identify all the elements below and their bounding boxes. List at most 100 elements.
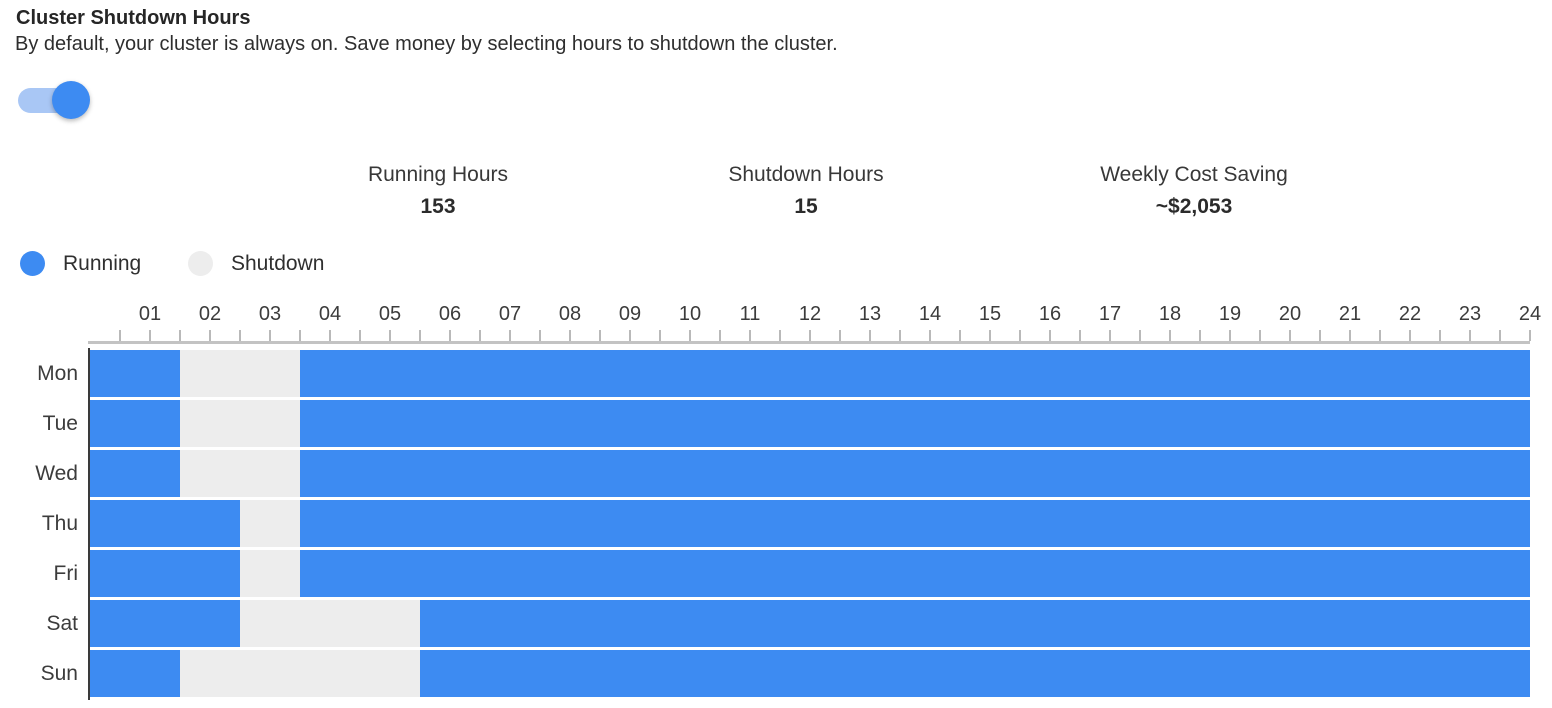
axis-tick xyxy=(299,330,301,341)
shutdown-schedule-toggle[interactable] xyxy=(18,81,90,119)
axis-tick xyxy=(539,330,541,341)
axis-tick xyxy=(1019,330,1021,341)
hour-tick-label: 03 xyxy=(258,303,282,325)
axis-tick xyxy=(1169,330,1171,341)
axis-tick xyxy=(1259,330,1261,341)
schedule-row-mon[interactable] xyxy=(90,350,1530,397)
axis-tick xyxy=(1289,330,1291,341)
axis-tick xyxy=(569,330,571,341)
axis-tick xyxy=(389,330,391,341)
axis-tick xyxy=(179,330,181,341)
axis-tick xyxy=(899,330,901,341)
axis-tick xyxy=(419,330,421,341)
axis-tick xyxy=(1049,330,1051,341)
axis-tick xyxy=(1139,330,1141,341)
stat-label: Weekly Cost Saving xyxy=(1100,163,1288,186)
legend-item-shutdown: Shutdown xyxy=(188,251,324,276)
hour-tick-label: 07 xyxy=(498,303,522,325)
stat-shutdown-hours: Shutdown Hours 15 xyxy=(728,163,883,219)
page-subtitle: By default, your cluster is always on. S… xyxy=(15,33,838,55)
axis-tick xyxy=(1349,330,1351,341)
axis-tick xyxy=(1409,330,1411,341)
hour-tick-label: 05 xyxy=(378,303,402,325)
axis-tick xyxy=(839,330,841,341)
hour-tick-label: 14 xyxy=(918,303,942,325)
page-title: Cluster Shutdown Hours xyxy=(16,7,251,29)
schedule-row-fri[interactable] xyxy=(90,550,1530,597)
shutdown-segment-sat[interactable] xyxy=(240,600,420,647)
hour-tick-label: 02 xyxy=(198,303,222,325)
axis-tick xyxy=(1499,330,1501,341)
schedule-row-sat[interactable] xyxy=(90,600,1530,647)
shutdown-segment-fri[interactable] xyxy=(240,550,300,597)
schedule-chart: 01 02 03 04 05 06 07 08 09 10 11 12 13 14 15 16 17 18 19 20… xyxy=(88,303,1541,703)
axis-tick xyxy=(929,330,931,341)
axis-tick xyxy=(359,330,361,341)
axis-tick xyxy=(749,330,751,341)
axis-tick xyxy=(449,330,451,341)
hour-tick-label: 15 xyxy=(978,303,1002,325)
axis-tick xyxy=(659,330,661,341)
shutdown-segment-thu[interactable] xyxy=(240,500,300,547)
shutdown-segment-mon[interactable] xyxy=(180,350,300,397)
schedule-row-wed[interactable] xyxy=(90,450,1530,497)
day-label-sun: Sun xyxy=(40,662,78,685)
hour-tick-label: 04 xyxy=(318,303,342,325)
axis-tick xyxy=(1229,330,1231,341)
day-label-wed: Wed xyxy=(35,462,78,485)
axis-tick xyxy=(1199,330,1201,341)
axis-tick xyxy=(1469,330,1471,341)
shutdown-dot-icon xyxy=(188,251,213,276)
day-label-thu: Thu xyxy=(41,512,78,535)
axis-tick xyxy=(509,330,511,341)
stat-label: Shutdown Hours xyxy=(728,163,884,186)
axis-tick xyxy=(149,330,151,341)
shutdown-segment-sun[interactable] xyxy=(180,650,420,697)
axis-tick xyxy=(269,330,271,341)
axis-tick xyxy=(1379,330,1381,341)
hour-tick-label: 21 xyxy=(1338,303,1362,325)
legend-label: Running xyxy=(63,251,142,275)
stat-value: ~$2,053 xyxy=(1155,195,1233,218)
hour-tick-label: 13 xyxy=(858,303,882,325)
day-label-sat: Sat xyxy=(46,612,78,635)
hour-tick-label: 19 xyxy=(1218,303,1242,325)
axis-tick xyxy=(1319,330,1321,341)
running-dot-icon xyxy=(20,251,45,276)
hour-tick-label: 01 xyxy=(138,303,162,325)
stat-value: 153 xyxy=(420,195,456,218)
schedule-row-thu[interactable] xyxy=(90,500,1530,547)
day-label-tue: Tue xyxy=(42,412,78,435)
stat-running-hours: Running Hours 153 xyxy=(368,163,508,219)
hour-tick-label: 12 xyxy=(798,303,822,325)
axis-tick xyxy=(779,330,781,341)
shutdown-segment-tue[interactable] xyxy=(180,400,300,447)
axis-tick xyxy=(689,330,691,341)
axis-tick xyxy=(1439,330,1441,341)
hour-tick-label: 16 xyxy=(1038,303,1062,325)
axis-tick xyxy=(629,330,631,341)
stat-weekly-cost-saving: Weekly Cost Saving ~$2,053 xyxy=(1100,163,1288,219)
axis-tick xyxy=(599,330,601,341)
axis-tick xyxy=(119,330,121,341)
hour-tick-label: 06 xyxy=(438,303,462,325)
hour-tick-label: 08 xyxy=(558,303,582,325)
hour-tick-label: 17 xyxy=(1098,303,1122,325)
legend-item-running: Running xyxy=(20,251,141,276)
legend-label: Shutdown xyxy=(231,251,325,275)
stat-value: 15 xyxy=(794,195,818,218)
day-label-mon: Mon xyxy=(37,362,78,385)
stat-label: Running Hours xyxy=(367,163,509,186)
shutdown-segment-wed[interactable] xyxy=(180,450,300,497)
day-label-fri: Fri xyxy=(53,562,79,585)
x-axis-line xyxy=(88,341,1530,344)
hour-tick-label: 09 xyxy=(618,303,642,325)
hour-tick-label: 11 xyxy=(739,303,761,325)
schedule-row-tue[interactable] xyxy=(90,400,1530,447)
axis-tick xyxy=(959,330,961,341)
hour-tick-label: 18 xyxy=(1158,303,1182,325)
axis-tick xyxy=(329,330,331,341)
schedule-row-sun[interactable] xyxy=(90,650,1530,697)
axis-tick xyxy=(1529,330,1531,341)
